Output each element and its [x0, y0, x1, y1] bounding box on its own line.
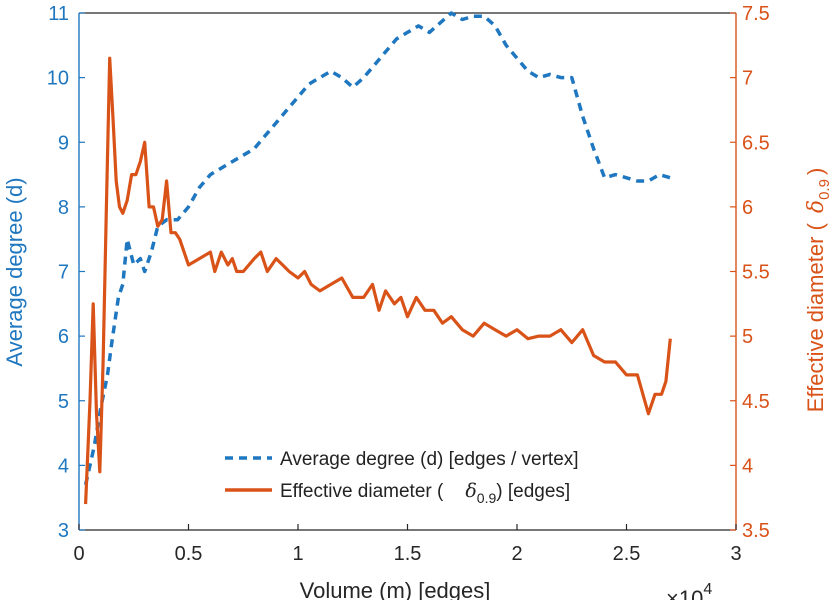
x-tick-label: 2.5 — [613, 543, 641, 565]
y-right-tick-label: 7 — [742, 68, 753, 90]
x-exponent-base: ×10 — [666, 586, 703, 600]
x-axis-label: Volume (m) [edges] — [300, 578, 491, 600]
y-left-axis-label: Average degree (d) — [2, 177, 27, 366]
x-tick-label: 0 — [73, 543, 84, 565]
y-right-tick-label: 6 — [742, 197, 753, 219]
legend-label-subscript: 0.9 — [477, 490, 497, 506]
y-right-tick-label: 6.5 — [742, 132, 770, 154]
legend-label-suffix: ) [edges] — [496, 481, 570, 502]
y-left-tick-label: 8 — [58, 197, 69, 219]
y-right-tick-label: 5.5 — [742, 262, 770, 284]
y-left-ticks: 3 4 5 6 7 8 9 10 11 — [47, 3, 85, 542]
effective-diameter-line — [84, 56, 672, 505]
y-right-label-subscript: 0.9 — [816, 179, 833, 200]
legend-label-symbol: δ — [465, 480, 476, 502]
x-tick-label: 1.5 — [394, 543, 422, 565]
average-degree-line — [83, 11, 671, 486]
y-left-tick-label: 7 — [58, 262, 69, 284]
series-effective-diameter — [84, 56, 672, 505]
y-right-label-suffix: ) — [803, 168, 828, 175]
y-right-label-prefix: Effective diameter ( — [803, 222, 828, 412]
y-right-tick-label: 4 — [742, 455, 753, 477]
legend-label-prefix: Effective diameter ( — [280, 481, 444, 502]
series-average-degree — [83, 11, 671, 486]
legend-label-effective-diameter: Effective diameter ( δ0.9) [edges] — [280, 480, 570, 506]
x-tick-label: 3 — [730, 543, 741, 565]
y-left-tick-label: 4 — [58, 455, 69, 477]
y-right-tick-label: 5 — [742, 326, 753, 348]
y-right-ticks: 3.5 4 4.5 5 5.5 6 6.5 7 7.5 — [730, 3, 770, 542]
y-left-tick-label: 5 — [58, 391, 69, 413]
y-right-tick-label: 7.5 — [742, 3, 770, 25]
x-tick-label: 0.5 — [175, 543, 203, 565]
y-right-label-symbol: δ — [804, 200, 829, 213]
y-left-tick-label: 11 — [48, 3, 69, 25]
x-axis-exponent: ×104 — [666, 581, 712, 600]
y-right-axis-label: Effective diameter ( δ0.9) — [803, 168, 833, 413]
x-ticks: 0 0.5 1 1.5 2 2.5 3 — [73, 524, 742, 565]
y-right-tick-label: 3.5 — [742, 520, 770, 542]
y-left-tick-label: 6 — [58, 326, 69, 348]
x-tick-label: 1 — [292, 543, 303, 565]
legend-label-average-degree: Average degree (d) [edges / vertex] — [280, 449, 579, 470]
x-tick-label: 2 — [511, 543, 522, 565]
y-left-tick-label: 9 — [58, 132, 69, 154]
y-left-tick-label: 10 — [47, 68, 69, 90]
y-left-tick-label: 3 — [58, 520, 69, 542]
x-exponent-power: 4 — [703, 581, 712, 598]
y-right-tick-label: 4.5 — [742, 391, 770, 413]
legend: Average degree (d) [edges / vertex] Effe… — [225, 449, 579, 506]
